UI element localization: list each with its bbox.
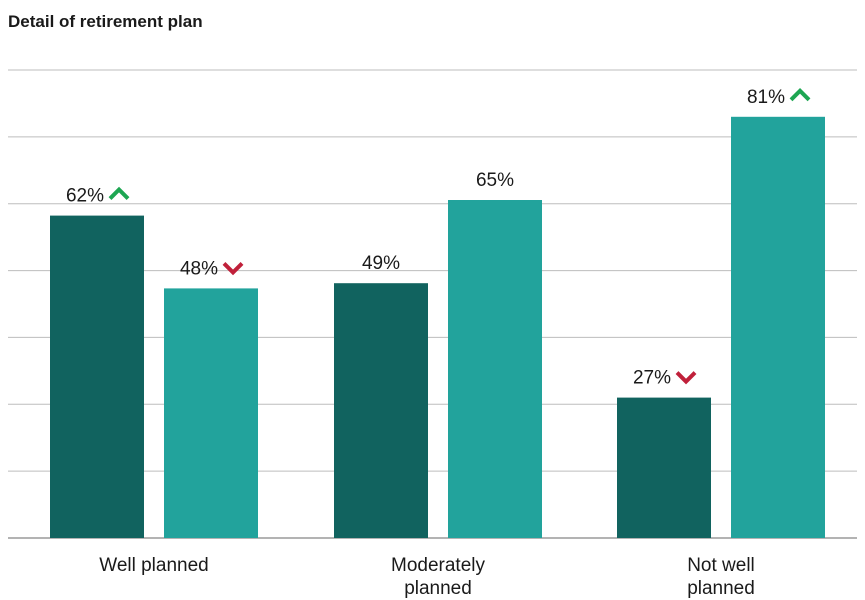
data-label: 81% [747, 87, 785, 108]
trend-down-icon [675, 371, 697, 385]
bar [731, 116, 825, 539]
trend-up-icon [789, 87, 811, 102]
bar [617, 397, 711, 538]
bar [448, 200, 542, 538]
bars [50, 116, 825, 539]
chart-title: Detail of retirement plan [8, 12, 203, 31]
category-label: Well planned [99, 555, 209, 576]
data-label: 48% [180, 258, 218, 279]
data-label: 62% [66, 186, 104, 207]
gridlines [8, 69, 857, 539]
data-label: 65% [476, 170, 514, 191]
category-label: Not well planned [687, 555, 755, 599]
bar [50, 215, 144, 538]
trend-up-icon [108, 186, 130, 201]
data-label: 49% [362, 253, 400, 274]
category-labels: Well planned Moderately planned Not well pla… [99, 555, 755, 599]
trend-down-icon [222, 261, 244, 276]
value-labels: 62% 48% 49% 65% 27% 81% [66, 87, 811, 389]
bar [164, 288, 258, 538]
category-label: Moderately planned [391, 555, 485, 599]
bar [334, 283, 428, 538]
data-label: 27% [633, 368, 671, 389]
